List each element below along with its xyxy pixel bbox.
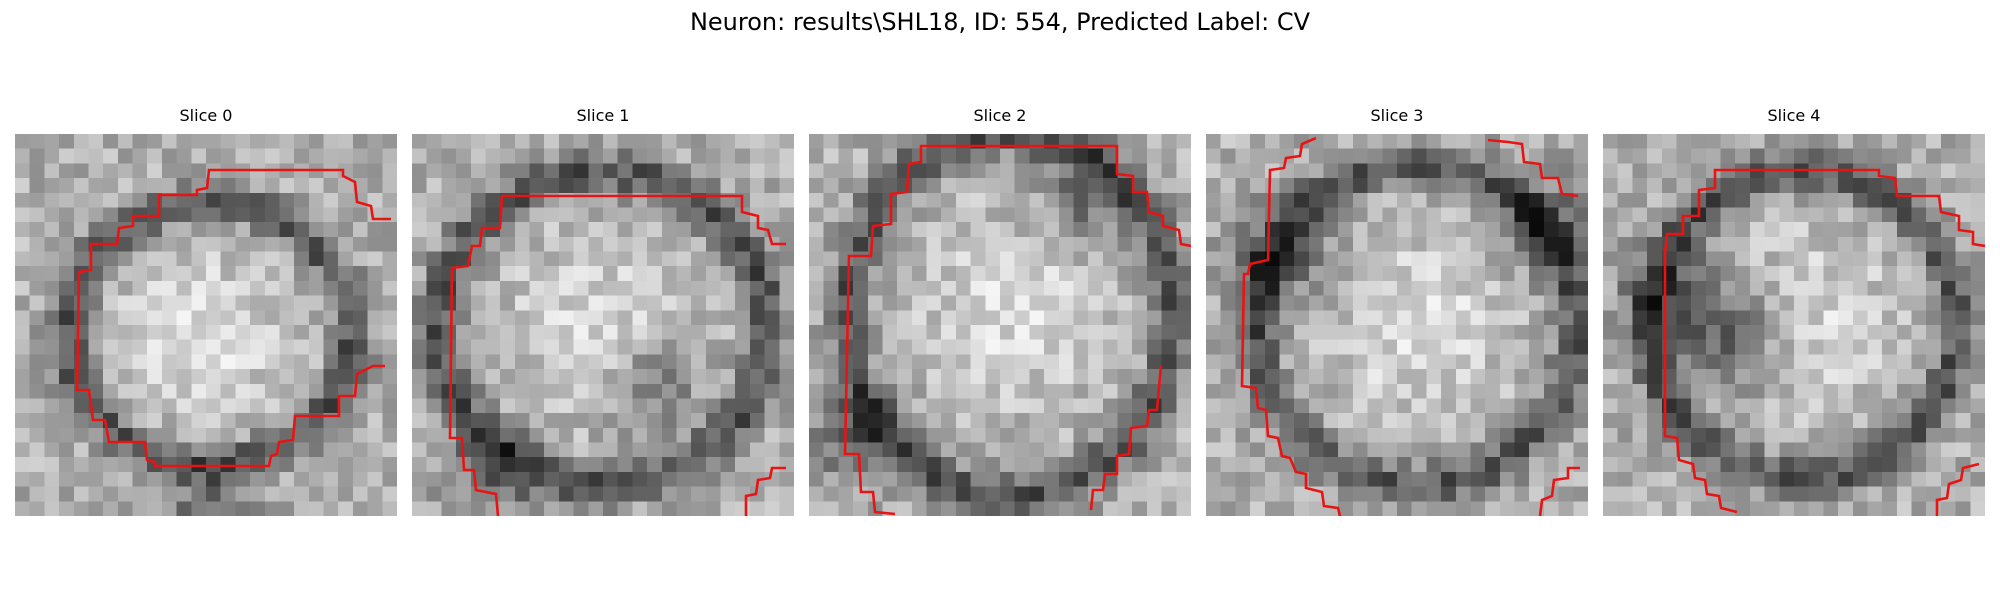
slice-panel-0: Slice 0: [15, 106, 397, 130]
segmentation-contour-4: [1603, 134, 1985, 516]
slice-title-4: Slice 4: [1603, 106, 1985, 130]
segmentation-contour-0: [15, 134, 397, 516]
slice-title-3: Slice 3: [1206, 106, 1588, 130]
segmentation-contour-3: [1206, 134, 1588, 516]
slice-title-1: Slice 1: [412, 106, 794, 130]
segmentation-contour-1: [412, 134, 794, 516]
slice-panel-3: Slice 3: [1206, 106, 1588, 130]
slice-panel-4: Slice 4: [1603, 106, 1985, 130]
slice-title-2: Slice 2: [809, 106, 1191, 130]
slice-panel-2: Slice 2: [809, 106, 1191, 130]
segmentation-contour-2: [809, 134, 1191, 516]
slice-title-0: Slice 0: [15, 106, 397, 130]
figure-title: Neuron: results\SHL18, ID: 554, Predicte…: [0, 6, 2000, 38]
slice-panel-1: Slice 1: [412, 106, 794, 130]
